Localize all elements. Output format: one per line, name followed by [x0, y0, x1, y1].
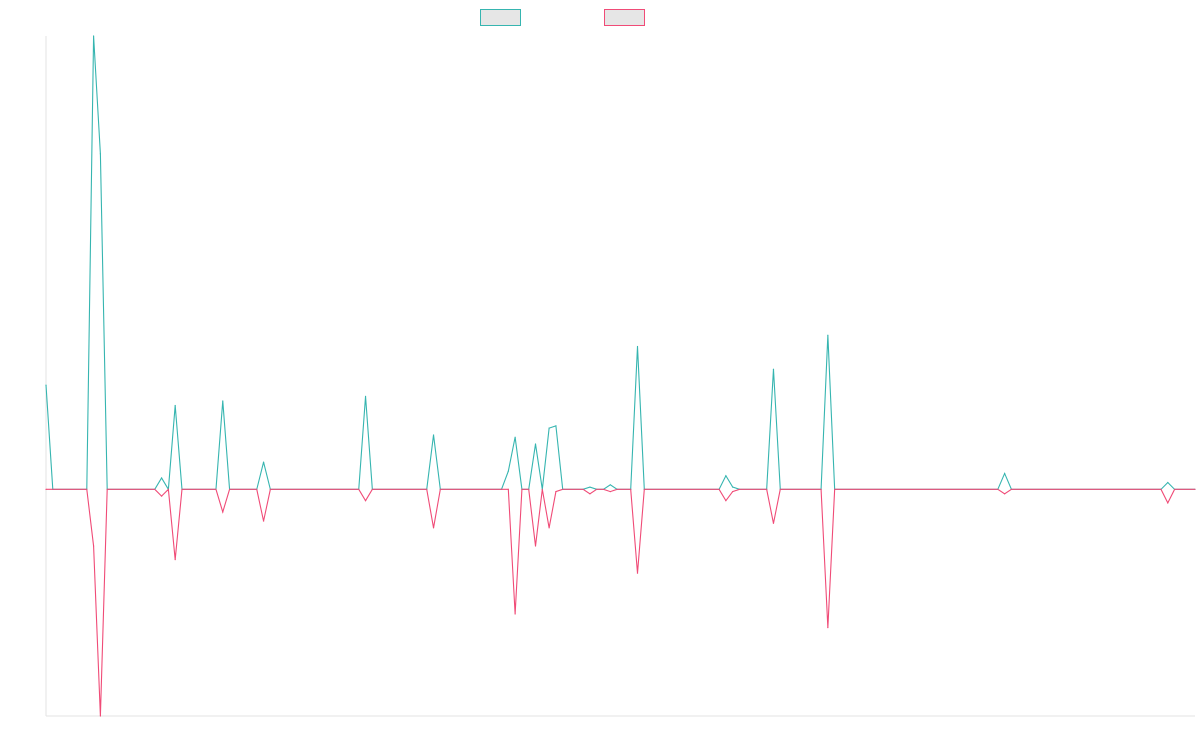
series-2-point [222, 511, 224, 513]
series-2-point [1010, 488, 1013, 490]
series-1-point [432, 434, 435, 436]
series-2-point [269, 488, 271, 490]
series-2-point [500, 488, 503, 490]
series-1-point [827, 334, 829, 336]
series-2-point [521, 488, 523, 490]
series-2-point [507, 488, 509, 490]
series-1-point [636, 345, 639, 348]
series-2-point [256, 488, 258, 490]
series-1-point [725, 475, 727, 477]
series-2-point [528, 488, 530, 490]
series-2-point [766, 488, 768, 490]
series-1-point [222, 400, 224, 402]
series-2-point [725, 500, 727, 502]
series-2-point [1160, 488, 1162, 490]
series-1-point [99, 153, 101, 155]
series-line-2 [46, 488, 1195, 717]
series-2-point [1004, 493, 1006, 495]
series-1-point [534, 443, 537, 445]
series-2-point [514, 613, 516, 615]
series-2-point [106, 488, 108, 490]
series-2-point [228, 488, 231, 490]
series-1-point [609, 484, 611, 486]
series-1-point [589, 486, 591, 488]
series-2-point [364, 500, 367, 502]
series-1-point [514, 436, 516, 438]
series-2-point [1167, 502, 1169, 504]
series-2-point [548, 527, 550, 529]
series-2-point [262, 520, 265, 522]
series-2-point [997, 488, 999, 490]
series-2-point [582, 488, 584, 490]
series-2-point [92, 545, 95, 547]
series-2-point [160, 495, 163, 497]
series-2-point [609, 491, 611, 493]
series-2-point [630, 488, 632, 490]
series-1-point [548, 427, 550, 429]
series-1-point [92, 35, 95, 37]
series-2-point [555, 491, 557, 493]
series-2-point [439, 488, 441, 490]
series-2-point [371, 488, 373, 490]
series-1-point [1004, 472, 1006, 475]
series-2-point [45, 488, 47, 490]
series-2-point [834, 488, 836, 490]
series-1-point [555, 425, 557, 427]
series-1-point [160, 477, 163, 479]
series-2-point [732, 491, 734, 493]
series-2-point [772, 522, 775, 524]
series-2-point [541, 488, 543, 490]
series-2-point [643, 488, 645, 490]
series-2-point [432, 527, 435, 529]
series-2-point [99, 715, 101, 717]
series-1-point [732, 486, 734, 488]
legend-swatch-1[interactable] [480, 9, 521, 26]
series-2-point [596, 488, 598, 490]
series-2-point [820, 488, 822, 490]
series-2-point [589, 493, 591, 495]
series-2-point [86, 488, 88, 490]
series-1-point [772, 368, 775, 370]
series-1-point [174, 404, 176, 407]
legend-swatch-2[interactable] [604, 9, 645, 26]
series-2-point [718, 488, 720, 490]
series-2-point [602, 488, 605, 490]
series-2-point [738, 488, 741, 490]
series-2-point [215, 488, 217, 490]
series-line-1 [45, 35, 1195, 492]
series-2-point [779, 488, 781, 490]
series-1-point [1167, 481, 1169, 484]
series-2-point [1174, 488, 1176, 490]
series-2-point [358, 488, 360, 490]
series-2-point [827, 627, 829, 629]
series-2-point [154, 488, 156, 490]
series-1-point [45, 384, 47, 386]
series-2-point [167, 488, 169, 490]
series-1-point [262, 461, 265, 463]
series-2-point [534, 545, 537, 547]
series-2-point [52, 488, 54, 490]
series-2-point [426, 488, 428, 490]
series-2-point [562, 488, 564, 490]
series-2-point [181, 488, 183, 490]
series-1-point [364, 395, 367, 397]
series-1-point [507, 470, 509, 472]
series-2-point [1194, 488, 1196, 490]
series-2-point [616, 488, 618, 490]
series-2-point [636, 572, 639, 574]
series-2-point [174, 559, 176, 561]
